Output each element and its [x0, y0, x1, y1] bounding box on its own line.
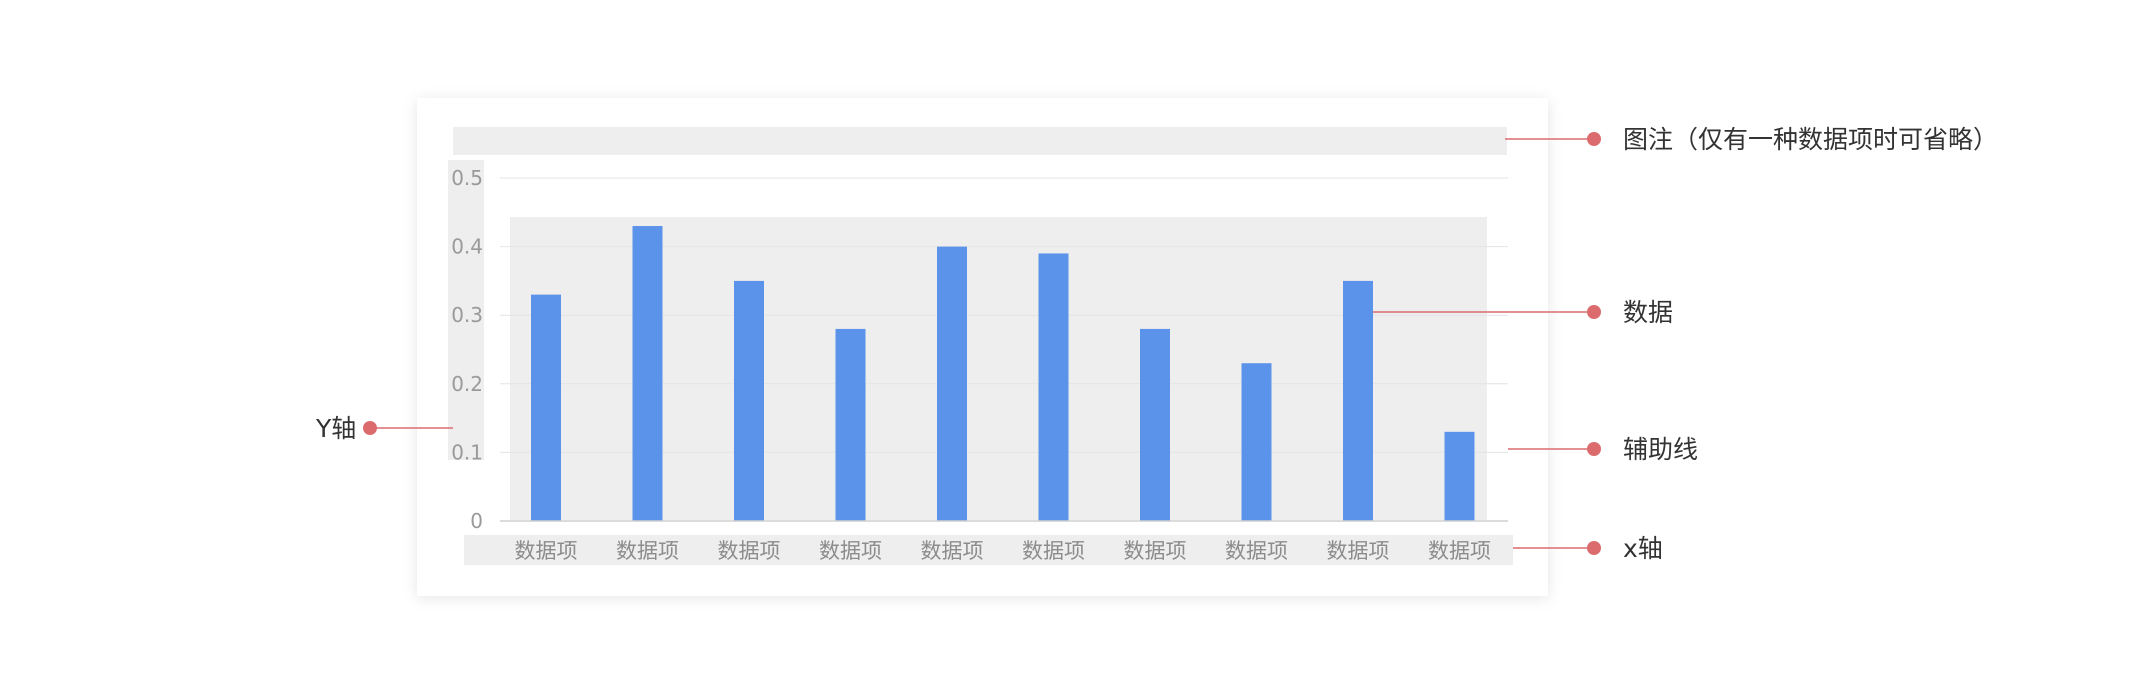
callout-legend: 图注（仅有一种数据项时可省略） [1505, 125, 1998, 154]
callout-y-axis-label: Y轴 [315, 414, 356, 443]
x-category-label: 数据项 [1124, 539, 1187, 563]
y-tick-label: 0.4 [451, 235, 483, 259]
callout-gridline: 辅助线 [1508, 435, 1698, 464]
bar [835, 328, 866, 521]
x-category-label: 数据项 [718, 539, 781, 563]
x-category-label: 数据项 [921, 539, 984, 563]
bar [1343, 280, 1373, 521]
callout-data-label: 数据 [1623, 298, 1673, 327]
y-tick-label: 0.5 [451, 166, 483, 190]
gridlines [500, 177, 1508, 453]
bar [531, 294, 561, 521]
callout-legend-dot [1587, 132, 1601, 146]
legend-area [453, 127, 1507, 155]
callout-y-axis-dot [363, 421, 377, 435]
x-axis-area [464, 535, 1513, 565]
bar [1444, 431, 1475, 521]
bar [734, 280, 764, 521]
y-tick-labels: 0.5 0.4 0.3 0.2 0.1 0 [451, 166, 483, 533]
y-tick-label: 0.3 [451, 303, 483, 327]
x-category-label: 数据项 [1428, 539, 1491, 563]
callout-y-axis: Y轴 [315, 414, 453, 443]
y-axis-area [448, 160, 484, 460]
callout-x-axis-label: x轴 [1623, 534, 1663, 563]
x-category-label: 数据项 [515, 539, 578, 563]
x-category-labels: 数据项 数据项 数据项 数据项 数据项 数据项 数据项 数据项 数据项 数据项 [515, 539, 1492, 563]
callout-legend-label: 图注（仅有一种数据项时可省略） [1623, 125, 1998, 154]
x-category-label: 数据项 [1327, 539, 1390, 563]
plot-area [510, 217, 1487, 520]
y-tick-label: 0 [470, 509, 483, 533]
bars [531, 226, 1475, 521]
callout-x-axis-dot [1587, 541, 1601, 555]
bar [632, 226, 663, 521]
callout-gridline-label: 辅助线 [1623, 435, 1698, 464]
y-tick-label: 0.2 [451, 372, 483, 396]
bar [1038, 253, 1069, 521]
callout-gridline-dot [1587, 442, 1601, 456]
bar [1241, 363, 1272, 521]
x-category-label: 数据项 [1225, 539, 1288, 563]
callout-data: 数据 [1373, 298, 1673, 327]
bar [937, 246, 967, 521]
callout-data-dot [1587, 305, 1601, 319]
x-category-label: 数据项 [1022, 539, 1085, 563]
y-tick-label: 0.1 [451, 440, 483, 464]
x-category-label: 数据项 [819, 539, 882, 563]
x-category-label: 数据项 [616, 539, 679, 563]
callout-x-axis: x轴 [1513, 534, 1663, 563]
bar [1140, 328, 1170, 521]
